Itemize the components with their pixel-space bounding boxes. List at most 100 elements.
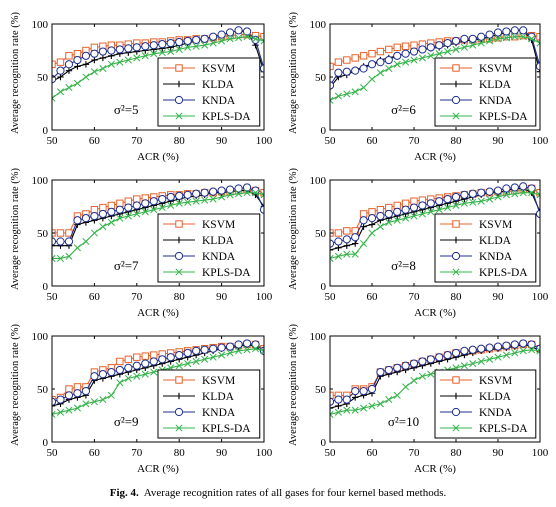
- data-point-knda: [90, 49, 99, 58]
- data-point-kpls-da: [235, 347, 243, 355]
- data-point-ksvm: [368, 208, 376, 216]
- data-point-knda: [451, 348, 461, 358]
- data-point-knda: [98, 370, 107, 379]
- series-group: [330, 339, 540, 418]
- x-tick-label: 100: [532, 291, 549, 303]
- data-point-knda: [418, 357, 427, 366]
- legend-marker-knda: [174, 407, 184, 417]
- data-point-kpls-da: [368, 402, 376, 410]
- data-point-knda: [56, 237, 65, 246]
- data-point-knda: [175, 37, 184, 47]
- data-point-knda: [510, 340, 519, 349]
- data-point-kpls-da: [56, 254, 65, 262]
- legend-box: [434, 213, 537, 283]
- legend-label-ksvm: KSVM: [479, 63, 512, 75]
- x-axis-label: ACR (%): [137, 151, 179, 163]
- data-point-ksvm: [385, 45, 393, 54]
- data-point-knda: [451, 192, 461, 202]
- legend-marker-klda: [175, 80, 183, 88]
- data-point-knda: [124, 363, 133, 372]
- y-tick-label: 100: [310, 175, 327, 187]
- data-point-knda: [166, 38, 175, 48]
- data-point-klda: [335, 402, 342, 410]
- data-point-knda: [443, 350, 452, 360]
- legend-label-knda: KNDA: [202, 251, 236, 263]
- data-point-knda: [200, 188, 209, 197]
- data-point-kpls-da: [52, 254, 56, 262]
- data-point-kpls-da: [243, 189, 251, 197]
- y-tick-label: 50: [315, 228, 327, 240]
- data-point-kpls-da: [116, 214, 124, 222]
- data-point-kpls-da: [90, 398, 98, 406]
- legend-marker-ksvm: [175, 376, 183, 384]
- data-point-knda: [107, 46, 116, 55]
- data-point-knda: [242, 27, 252, 36]
- data-point-knda: [141, 42, 150, 51]
- data-point-kpls-da: [201, 196, 209, 204]
- data-point-knda: [192, 346, 201, 355]
- data-point-knda: [64, 237, 74, 246]
- y-tick-label: 0: [321, 125, 327, 137]
- data-point-knda: [401, 205, 410, 214]
- data-point-kpls-da: [218, 193, 226, 201]
- data-point-ksvm: [334, 58, 343, 66]
- data-point-kpls-da: [260, 191, 264, 199]
- data-point-kpls-da: [226, 35, 234, 43]
- data-point-klda: [65, 67, 73, 74]
- data-point-knda: [166, 353, 175, 362]
- legend-marker-klda: [452, 392, 460, 400]
- y-axis-label: Average recognition rate (%): [10, 168, 21, 290]
- data-point-knda: [98, 209, 107, 219]
- x-tick-label: 100: [532, 447, 549, 459]
- data-point-kpls-da: [528, 35, 536, 43]
- data-point-klda: [99, 54, 107, 62]
- data-point-kpls-da: [124, 212, 132, 220]
- data-point-knda: [351, 66, 360, 75]
- data-point-klda: [52, 402, 56, 410]
- x-tick-label: 90: [216, 291, 228, 303]
- data-point-knda: [192, 35, 201, 45]
- data-point-kpls-da: [477, 39, 485, 47]
- data-point-ksvm: [99, 203, 107, 212]
- data-point-kpls-da: [511, 349, 519, 357]
- data-point-kpls-da: [73, 244, 81, 252]
- data-point-kpls-da: [435, 206, 443, 214]
- data-point-knda: [56, 66, 65, 75]
- data-point-kpls-da: [82, 73, 90, 81]
- legend-marker-klda: [452, 236, 460, 244]
- data-point-knda: [510, 26, 519, 35]
- data-point-kpls-da: [251, 189, 260, 197]
- data-point-kpls-da: [427, 52, 435, 60]
- data-point-kpls-da: [226, 349, 234, 357]
- data-point-knda: [334, 68, 343, 77]
- data-point-knda: [519, 339, 528, 348]
- data-point-kpls-da: [209, 195, 217, 203]
- legend-label-kpls-da: KPLS-DA: [479, 111, 528, 123]
- data-point-kpls-da: [519, 33, 527, 41]
- data-point-kpls-da: [52, 94, 56, 102]
- data-point-knda: [124, 203, 133, 212]
- y-tick-label: 0: [321, 437, 327, 449]
- x-tick-label: 60: [367, 291, 379, 303]
- data-point-knda: [367, 60, 377, 69]
- sigma-annotation: σ²=5: [114, 102, 139, 117]
- data-point-knda: [73, 55, 82, 65]
- y-tick-label: 0: [43, 281, 49, 293]
- data-point-kpls-da: [393, 216, 401, 224]
- data-point-knda: [426, 43, 435, 52]
- data-point-kpls-da: [393, 391, 401, 399]
- data-point-kpls-da: [486, 195, 494, 203]
- data-point-kpls-da: [235, 190, 243, 198]
- data-point-kpls-da: [486, 37, 494, 45]
- data-point-kpls-da: [124, 56, 132, 64]
- data-point-kpls-da: [251, 35, 260, 43]
- data-point-kpls-da: [82, 400, 90, 408]
- data-point-knda: [435, 353, 444, 362]
- data-point-ksvm: [343, 227, 351, 235]
- data-point-klda: [91, 56, 98, 64]
- data-point-klda: [74, 63, 81, 70]
- sigma-annotation: σ²=10: [388, 414, 419, 429]
- data-point-knda: [242, 183, 252, 192]
- data-point-knda: [342, 235, 351, 244]
